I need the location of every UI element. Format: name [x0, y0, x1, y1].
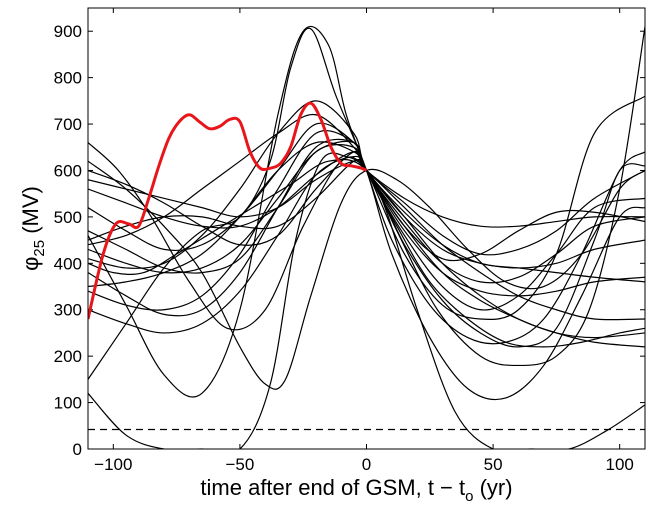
x-tick-label: −50	[225, 455, 254, 474]
y-tick-label: 200	[54, 347, 82, 366]
x-axis-title-main: time after end of GSM, t − t	[200, 475, 465, 500]
y-tick-label: 0	[73, 440, 82, 459]
y-axis-title-subscript: 25	[31, 240, 48, 257]
x-tick-label: −100	[94, 455, 132, 474]
x-axis: −100 −50 0 50 100	[94, 8, 634, 474]
y-axis: 0 100 200 300 400 500 600 700 800 900	[54, 22, 645, 459]
highlighted-series-line	[88, 101, 368, 320]
y-tick-label: 100	[54, 394, 82, 413]
series-line	[88, 26, 645, 367]
series-line	[88, 144, 645, 274]
series-line	[88, 100, 645, 284]
y-tick-label: 400	[54, 254, 82, 273]
x-axis-title: time after end of GSM, t − to (yr)	[200, 475, 512, 505]
series-line	[88, 113, 645, 269]
x-axis-title-subscript: o	[465, 488, 473, 505]
plot-frame	[87, 7, 646, 450]
series-line	[88, 150, 645, 348]
y-tick-label: 900	[54, 22, 82, 41]
series-line	[88, 155, 645, 334]
y-tick-label: 700	[54, 115, 82, 134]
y-axis-title: φ25 (MV)	[18, 186, 48, 271]
series-line	[88, 159, 645, 321]
y-tick-label: 300	[54, 301, 82, 320]
series-layer	[88, 25, 645, 449]
x-tick-label: 50	[484, 455, 503, 474]
x-tick-label: 100	[605, 455, 633, 474]
series-line	[88, 25, 645, 398]
series-line	[88, 27, 645, 401]
x-tick-label: 0	[362, 455, 371, 474]
y-axis-title-symbol: φ	[18, 257, 43, 271]
y-tick-label: 800	[54, 69, 82, 88]
y-tick-label: 600	[54, 161, 82, 180]
y-tick-label: 500	[54, 208, 82, 227]
series-line	[88, 152, 645, 449]
y-axis-title-unit: (MV)	[18, 186, 43, 240]
series-line	[88, 160, 645, 390]
x-axis-title-unit: (yr)	[473, 475, 512, 500]
